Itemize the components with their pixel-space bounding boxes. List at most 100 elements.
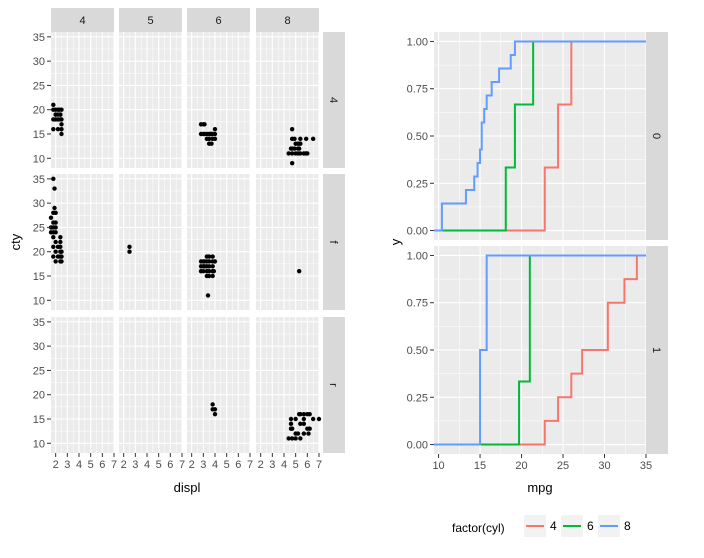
x-tick-label: 6 bbox=[304, 459, 310, 471]
x-tick-label: 7 bbox=[179, 459, 185, 471]
data-point bbox=[296, 268, 302, 274]
data-point bbox=[206, 264, 212, 269]
y-tick-label: 15 bbox=[33, 414, 45, 426]
x-tick-label: 3 bbox=[200, 459, 206, 471]
legend: factor(cyl) 4 6 8 bbox=[452, 515, 631, 537]
row-strip bbox=[646, 246, 668, 454]
row-strip bbox=[323, 32, 345, 168]
data-point bbox=[298, 436, 303, 441]
data-point bbox=[209, 141, 214, 146]
data-point bbox=[51, 102, 56, 108]
row-strip bbox=[323, 174, 345, 310]
data-point bbox=[303, 136, 309, 142]
col-strip-label: 6 bbox=[215, 15, 221, 27]
y-tick-label: 0.25 bbox=[407, 392, 428, 404]
data-point bbox=[301, 416, 307, 422]
data-point bbox=[310, 136, 316, 142]
y-tick-label: 0.50 bbox=[407, 131, 428, 143]
data-point bbox=[301, 411, 307, 417]
data-point bbox=[293, 436, 298, 441]
y-tick-label: 25 bbox=[33, 365, 45, 377]
panel-background bbox=[256, 174, 319, 310]
panel-f-6 bbox=[187, 174, 251, 310]
x-tick-label: 2 bbox=[121, 459, 127, 471]
panel-r-6 bbox=[187, 317, 251, 453]
data-point bbox=[59, 259, 64, 264]
x-tick-label: 35 bbox=[640, 460, 652, 472]
data-point bbox=[58, 234, 63, 240]
row-strip-label: f bbox=[327, 240, 339, 244]
y-tick-label: 35 bbox=[33, 174, 45, 186]
col-strip-label: 4 bbox=[79, 15, 85, 27]
x-tick-label: 20 bbox=[515, 460, 527, 472]
data-point bbox=[59, 117, 64, 122]
y-tick-label: 25 bbox=[33, 80, 45, 92]
x-tick-label: 2 bbox=[53, 459, 59, 471]
data-point bbox=[51, 244, 56, 250]
col-strip bbox=[187, 8, 250, 32]
y-tick-label: 20 bbox=[33, 390, 45, 402]
data-point bbox=[198, 268, 204, 274]
data-point bbox=[292, 136, 297, 142]
y-tick-label: 30 bbox=[33, 198, 45, 210]
y-tick-label: 0.00 bbox=[407, 226, 428, 238]
panel-background bbox=[119, 32, 182, 168]
data-point bbox=[55, 126, 61, 132]
y-tick-label: 25 bbox=[33, 222, 45, 234]
x-tick-label: 7 bbox=[111, 459, 117, 471]
ecdf-line-cyl-6 bbox=[434, 40, 646, 232]
ecdf-panel-1 bbox=[434, 246, 647, 454]
data-point bbox=[212, 126, 218, 132]
panel-background bbox=[187, 174, 250, 310]
panel-background bbox=[187, 32, 250, 168]
data-point bbox=[212, 136, 218, 142]
x-tick-label: 2 bbox=[258, 459, 264, 471]
y-tick-label: 10 bbox=[33, 153, 45, 165]
data-point bbox=[58, 244, 63, 250]
data-point bbox=[288, 421, 294, 427]
panel-r-4 bbox=[51, 317, 115, 453]
data-point bbox=[59, 131, 64, 137]
row-strip-label: 4 bbox=[327, 97, 339, 103]
data-point bbox=[316, 416, 322, 422]
x-tick-label: 5 bbox=[88, 459, 94, 471]
x-axis-title: displ bbox=[174, 480, 201, 495]
data-point bbox=[51, 126, 56, 132]
ecdf-line-cyl-4 bbox=[434, 40, 646, 232]
ecdf-panel-0 bbox=[434, 32, 647, 240]
col-strip-label: 8 bbox=[284, 15, 290, 27]
data-point bbox=[286, 436, 291, 441]
x-tick-label: 6 bbox=[167, 459, 173, 471]
panel-f-8 bbox=[256, 174, 320, 310]
y-tick-label: 20 bbox=[33, 247, 45, 259]
data-point bbox=[298, 141, 303, 146]
data-point bbox=[212, 131, 218, 137]
data-point bbox=[289, 160, 295, 166]
x-tick-label: 6 bbox=[235, 459, 241, 471]
y-tick-label: 0.00 bbox=[407, 440, 428, 452]
ecdf-facet-chart: 0 0.00 0.25 0.50 0.75 1.00 1 0.00 0.25 0.50 0.75 1.… bbox=[388, 32, 668, 495]
data-point bbox=[205, 293, 211, 298]
col-strip-label: 5 bbox=[147, 15, 153, 27]
data-point bbox=[58, 239, 63, 245]
y-axis-title: cty bbox=[8, 233, 23, 250]
row-strip-label: 1 bbox=[650, 347, 662, 353]
data-point bbox=[310, 416, 316, 422]
panel-background bbox=[119, 317, 182, 453]
data-point bbox=[298, 411, 303, 417]
data-point bbox=[198, 259, 204, 264]
data-point bbox=[306, 431, 311, 436]
y-tick-label: 35 bbox=[33, 32, 45, 44]
data-point bbox=[59, 249, 64, 254]
x-tick-label: 4 bbox=[144, 459, 150, 471]
x-tick-label: 4 bbox=[76, 459, 82, 471]
x-tick-label: 4 bbox=[281, 459, 287, 471]
x-tick-label: 5 bbox=[156, 459, 162, 471]
data-point bbox=[288, 416, 294, 422]
x-tick-label: 6 bbox=[99, 459, 105, 471]
x-tick-label: 15 bbox=[474, 460, 486, 472]
panel-4-6 bbox=[187, 32, 251, 168]
data-point bbox=[301, 431, 307, 436]
data-point bbox=[211, 268, 217, 274]
x-axis-title: mpg bbox=[527, 480, 552, 495]
